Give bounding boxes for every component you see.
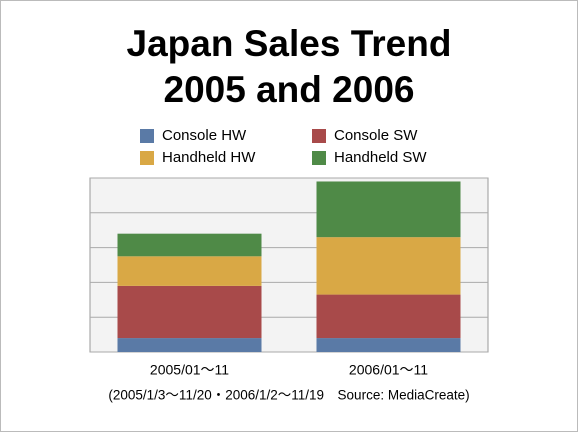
legend-label: Handheld HW <box>162 149 256 166</box>
x-tick-label: 2005/01～11 <box>150 362 229 378</box>
legend-swatch <box>312 151 326 165</box>
legend-label: Handheld SW <box>334 149 427 166</box>
legend-label: Console HW <box>162 127 247 144</box>
chart-subtitle: 2005 and 2006 <box>164 69 415 110</box>
bar-segment <box>117 233 262 257</box>
x-tick-label: 2006/01～11 <box>349 362 428 378</box>
bar-segment <box>316 181 461 238</box>
bar-segment <box>117 285 262 339</box>
legend-label: Console SW <box>334 127 418 144</box>
legend-swatch <box>140 129 154 143</box>
bar-segment <box>117 338 262 352</box>
bar-segment <box>117 256 262 286</box>
legend-swatch <box>312 129 326 143</box>
chart-title: Japan Sales Trend <box>127 23 452 64</box>
bar-segment <box>316 338 461 352</box>
bar-segment <box>316 294 461 339</box>
bar-segment <box>316 237 461 295</box>
legend-swatch <box>140 151 154 165</box>
source-note: (2005/1/3～11/20・2006/1/2～11/19 Source: M… <box>108 388 469 403</box>
